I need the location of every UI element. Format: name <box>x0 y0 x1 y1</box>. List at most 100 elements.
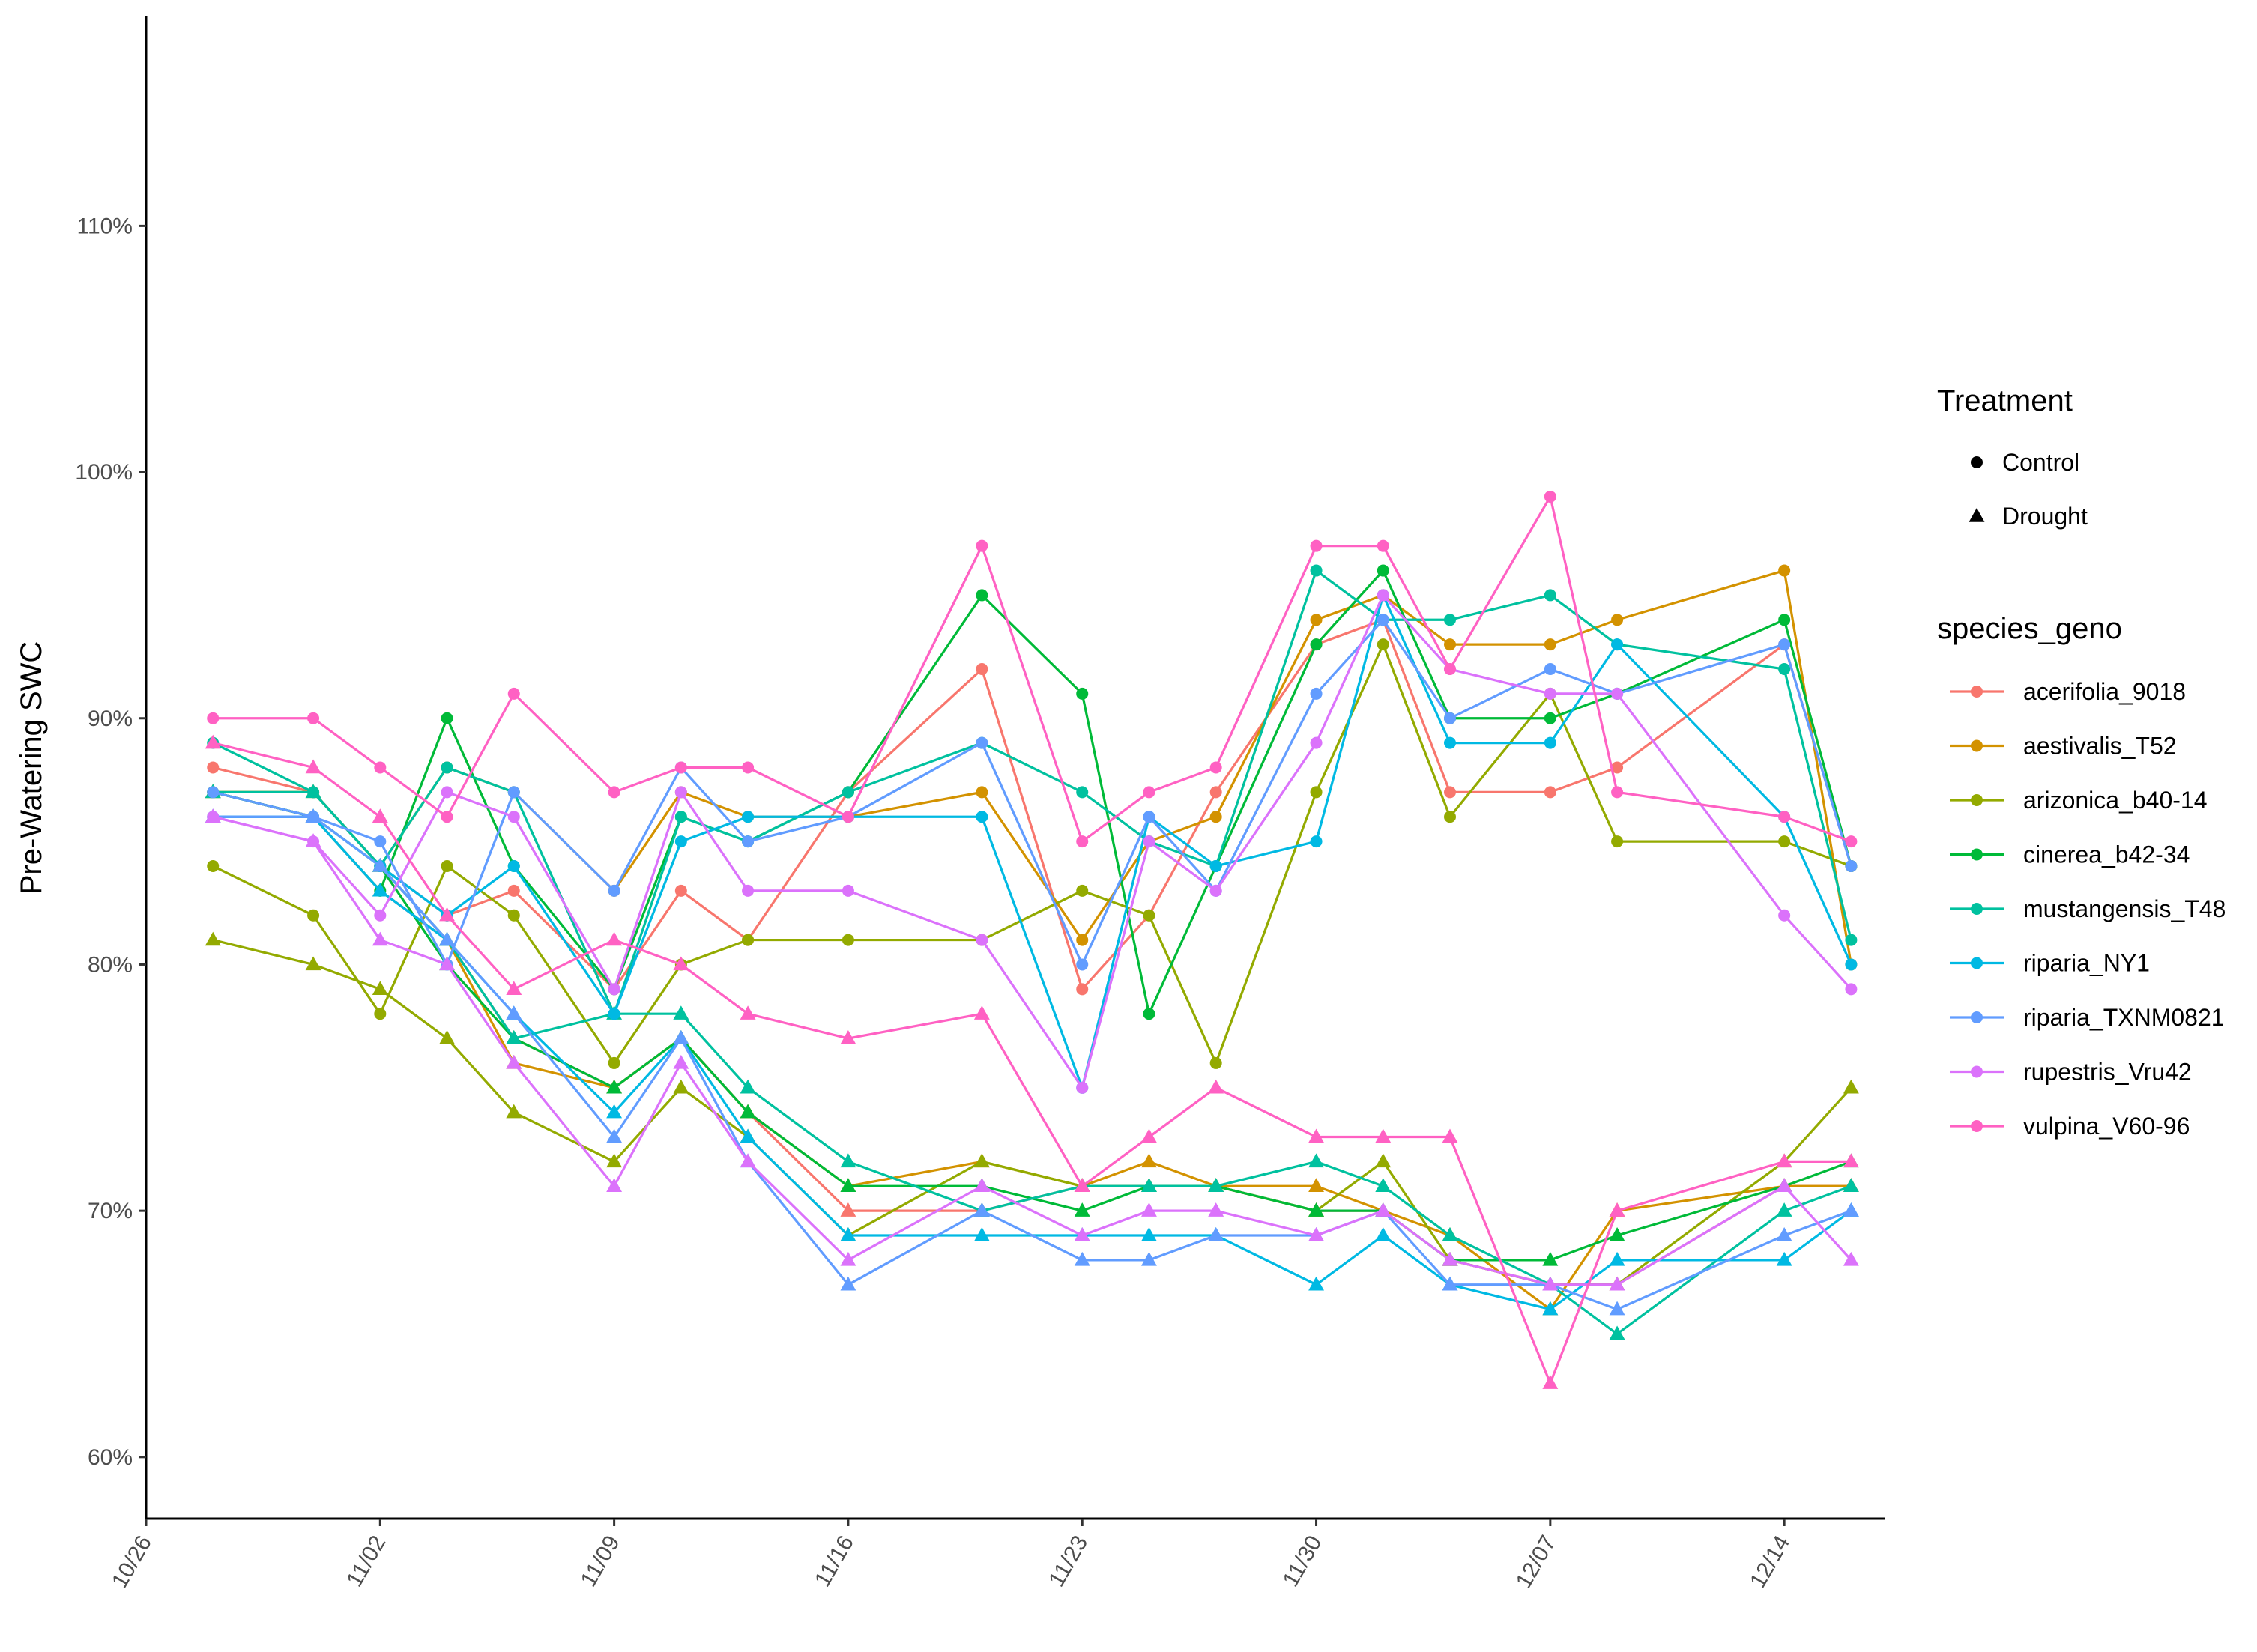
data-point-triangle <box>1776 1227 1792 1241</box>
data-point-circle <box>976 811 988 823</box>
y-tick-label: 90% <box>88 707 133 731</box>
data-point-circle <box>441 761 453 774</box>
data-point-triangle <box>673 956 689 971</box>
data-point-circle <box>207 859 220 872</box>
data-point-circle <box>1076 1081 1089 1094</box>
data-point-triangle <box>1776 1153 1792 1168</box>
legend-point-key <box>1971 848 1983 861</box>
data-point-triangle <box>606 1153 623 1168</box>
legend-species-entries: acerifolia_9018 aestivalis_T52 arizonica_b… <box>1950 678 2226 1140</box>
data-point-circle <box>608 786 620 799</box>
data-point-circle <box>674 786 687 799</box>
data-point-triangle <box>673 1054 689 1069</box>
data-point-triangle <box>439 956 455 971</box>
series-line <box>213 593 1852 1089</box>
data-point-circle <box>1444 786 1456 799</box>
data-point-triangle <box>506 1104 522 1119</box>
data-point-circle <box>1778 909 1791 922</box>
legend-point-key <box>1971 903 1983 915</box>
data-point-circle <box>1209 884 1222 897</box>
legend-species-label: mustangensis_T48 <box>2023 895 2226 922</box>
data-point-triangle <box>506 981 522 996</box>
data-point-circle <box>1076 983 1089 996</box>
data-point-circle <box>674 835 687 848</box>
data-point-circle <box>1143 909 1155 922</box>
data-point-circle <box>1611 761 1624 774</box>
data-point-circle <box>842 786 854 799</box>
data-point-circle <box>1544 490 1556 503</box>
data-point-triangle <box>372 882 388 897</box>
data-point-triangle <box>606 1128 623 1143</box>
y-tick-label: 80% <box>88 952 133 977</box>
data-point-circle <box>507 786 520 799</box>
data-point-triangle <box>973 1227 990 1241</box>
data-point-triangle <box>1542 1276 1559 1291</box>
data-point-triangle <box>205 808 221 823</box>
data-point-triangle <box>1609 1276 1625 1291</box>
data-point-triangle <box>840 1030 856 1044</box>
data-point-triangle <box>305 833 321 847</box>
legend-point-key <box>1971 1011 1983 1023</box>
data-point-circle <box>976 934 988 946</box>
data-point-triangle <box>1542 1251 1559 1266</box>
data-point-triangle <box>1208 1178 1224 1192</box>
data-point-circle <box>1076 884 1089 897</box>
data-point-triangle <box>1141 1153 1157 1168</box>
legend-species-label: rupestris_Vru42 <box>2023 1059 2192 1086</box>
data-point-triangle <box>372 808 388 823</box>
axes: 60% 70% 80% 90% 100% 110% 10/26 11/02 11/09 11/1… <box>15 16 1885 1593</box>
data-point-circle <box>1076 835 1089 848</box>
x-tick-label: 10/26 <box>107 1531 157 1593</box>
data-point-circle <box>207 761 220 774</box>
data-point-triangle <box>1208 1227 1224 1241</box>
data-point-triangle <box>840 1276 856 1291</box>
legend-treatment-label: Control <box>2002 449 2079 476</box>
legend-point-key <box>1971 957 1983 969</box>
data-point-triangle <box>205 734 221 749</box>
series-rupestris_Vru42-drought <box>205 808 1859 1291</box>
data-point-circle <box>1143 811 1155 823</box>
series-vulpina_V60-96-control <box>207 490 1858 848</box>
data-point-triangle <box>1308 1227 1324 1241</box>
data-point-triangle <box>840 1153 856 1168</box>
data-point-triangle <box>1308 1153 1324 1168</box>
data-point-triangle <box>1442 1251 1458 1266</box>
data-point-triangle <box>1843 1153 1859 1168</box>
data-point-triangle <box>506 1030 522 1044</box>
data-point-triangle <box>1375 1128 1392 1143</box>
data-point-circle <box>742 811 755 823</box>
series-riparia_NY1-control <box>207 589 1858 1094</box>
data-point-triangle <box>1442 1128 1458 1143</box>
data-point-triangle <box>1074 1251 1090 1266</box>
data-point-triangle <box>1141 1178 1157 1192</box>
data-point-circle <box>1209 859 1222 872</box>
data-point-triangle <box>506 1005 522 1020</box>
data-point-circle <box>1209 786 1222 799</box>
x-axis-ticks: 10/26 11/02 11/09 11/16 11/23 11/30 12/07 12/14 <box>107 1519 1795 1593</box>
data-point-triangle <box>840 1251 856 1266</box>
data-point-triangle <box>506 1054 522 1069</box>
series-line <box>212 618 1852 966</box>
data-point-triangle <box>372 931 388 946</box>
data-point-triangle <box>1609 1202 1625 1217</box>
data-point-triangle <box>1542 1375 1559 1389</box>
data-point-circle <box>1444 712 1456 724</box>
data-point-circle <box>1544 687 1556 700</box>
legend-circle-key <box>1971 456 1983 468</box>
data-point-circle <box>608 1008 620 1020</box>
data-point-circle <box>1611 638 1624 651</box>
plot-area <box>205 490 1859 1389</box>
data-point-circle <box>374 909 387 922</box>
data-point-circle <box>1310 835 1323 848</box>
data-point-triangle <box>305 759 321 774</box>
data-point-circle <box>1444 663 1456 676</box>
data-point-triangle <box>1074 1227 1090 1241</box>
data-point-circle <box>1611 614 1624 626</box>
data-point-circle <box>1310 564 1323 577</box>
series-line <box>213 495 1852 843</box>
data-point-circle <box>1310 736 1323 749</box>
data-point-triangle <box>1375 1153 1392 1168</box>
data-point-circle <box>1310 786 1323 799</box>
data-point-triangle <box>1843 1202 1859 1217</box>
